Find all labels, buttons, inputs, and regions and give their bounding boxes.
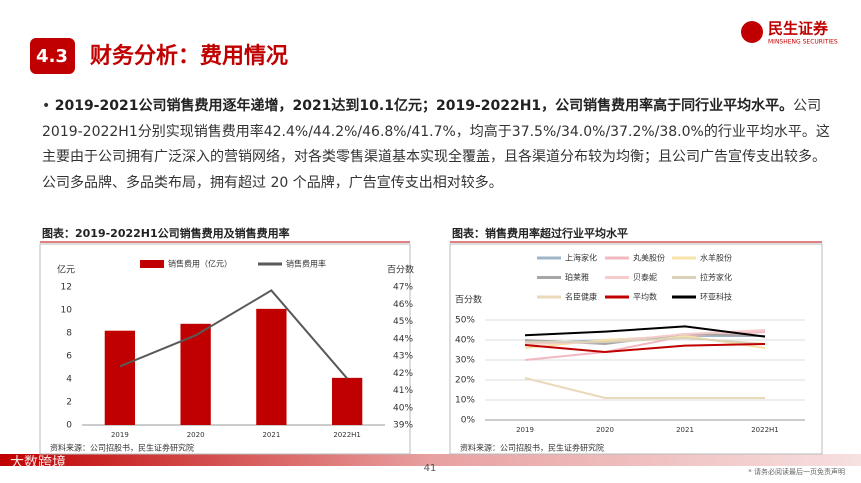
y2-tick-label: 43% — [393, 352, 413, 362]
y2-tick-label: 47% — [393, 283, 413, 293]
legend-label: 销售费用（亿元） — [168, 259, 232, 269]
legend-label: 名臣健康 — [565, 292, 597, 302]
bullet-text: • 2019-2021公司销售费用逐年递增，2021达到10.1亿元；2019-… — [42, 98, 830, 191]
logo-icon — [741, 21, 763, 43]
x-tick-label: 2021 — [676, 426, 694, 434]
x-tick-label: 2021 — [262, 431, 280, 439]
chart-title: 图表：2019-2022H1公司销售费用及销售费用率 — [42, 226, 290, 240]
section-badge — [30, 38, 75, 74]
y-tick-label: 30% — [455, 356, 475, 366]
legend-label: 珀莱雅 — [565, 272, 589, 282]
y2-axis-label: 百分数 — [387, 264, 414, 276]
logo-cn: 民生证券 — [768, 20, 829, 38]
bar — [180, 323, 211, 425]
y-tick-label: 6 — [66, 352, 72, 362]
y-axis-label: 亿元 — [57, 264, 75, 276]
footer-bar — [0, 454, 861, 466]
y-tick-label: 50% — [455, 316, 475, 326]
y2-tick-label: 41% — [393, 386, 413, 396]
chart-title: 图表：销售费用率超过行业平均水平 — [452, 226, 628, 240]
watermark: 大数跨境 — [10, 455, 66, 471]
y2-tick-label: 45% — [393, 317, 413, 327]
legend-label: 拉芳家化 — [700, 272, 732, 282]
legend-label: 丸美股份 — [633, 253, 665, 263]
y-tick-label: 0% — [461, 416, 476, 426]
y-axis-label: 百分数 — [455, 294, 482, 306]
bar — [331, 377, 363, 425]
bullet-bold: 2019-2021公司销售费用逐年递增，2021达到10.1亿元；2019-20… — [54, 98, 794, 114]
legend-label: 水羊股份 — [700, 253, 732, 263]
line — [524, 325, 766, 338]
y-tick-label: 8 — [66, 329, 72, 339]
chart-frame — [39, 243, 411, 455]
chart-source: 资料来源：公司招股书，民生证券研究院 — [460, 443, 604, 453]
logo-en: MINSHENG SECURITIES — [768, 39, 838, 46]
legend-label: 上海家化 — [565, 253, 597, 263]
page-number: 41 — [424, 463, 437, 474]
y2-tick-label: 44% — [393, 334, 413, 344]
x-tick-label: 2019 — [516, 426, 534, 434]
x-tick-label: 2022H1 — [751, 426, 779, 434]
x-tick-label: 2019 — [111, 431, 129, 439]
legend-swatch — [140, 260, 164, 268]
x-tick-label: 2022H1 — [333, 431, 361, 439]
disclaimer: * 请务必阅读最后一页免责声明 — [748, 467, 845, 476]
y-tick-label: 12 — [61, 283, 72, 293]
bar — [104, 330, 136, 425]
x-tick-label: 2020 — [596, 426, 614, 434]
bullet-body: 公司2019-2022H1分别实现销售费用率42.4%/44.2%/46.8%/… — [42, 98, 830, 191]
y-tick-label: 2 — [66, 398, 72, 408]
y-tick-label: 4 — [66, 375, 72, 385]
y-tick-label: 40% — [455, 336, 475, 346]
bar — [256, 308, 287, 425]
y-tick-label: 20% — [455, 376, 475, 386]
section-number: 4.3 — [36, 46, 68, 67]
legend-label: 环亚科技 — [700, 292, 732, 302]
legend-label: 平均数 — [633, 292, 657, 302]
y2-tick-label: 42% — [393, 369, 413, 379]
x-tick-label: 2020 — [187, 431, 205, 439]
y-tick-label: 0 — [66, 421, 72, 431]
y-tick-label: 10% — [455, 396, 475, 406]
legend-label: 贝泰妮 — [633, 272, 657, 282]
y2-tick-label: 46% — [393, 300, 413, 310]
line — [119, 289, 348, 380]
legend-label: 销售费用率 — [286, 259, 326, 269]
y2-tick-label: 40% — [393, 403, 413, 413]
page-title: 财务分析：费用情况 — [90, 43, 288, 69]
line — [524, 377, 765, 399]
chart-source: 资料来源：公司招股书，民生证券研究院 — [50, 443, 194, 453]
y2-tick-label: 39% — [393, 421, 413, 431]
y-tick-label: 10 — [61, 306, 73, 316]
chart-frame — [449, 243, 823, 455]
line — [524, 343, 766, 354]
line — [525, 336, 766, 345]
